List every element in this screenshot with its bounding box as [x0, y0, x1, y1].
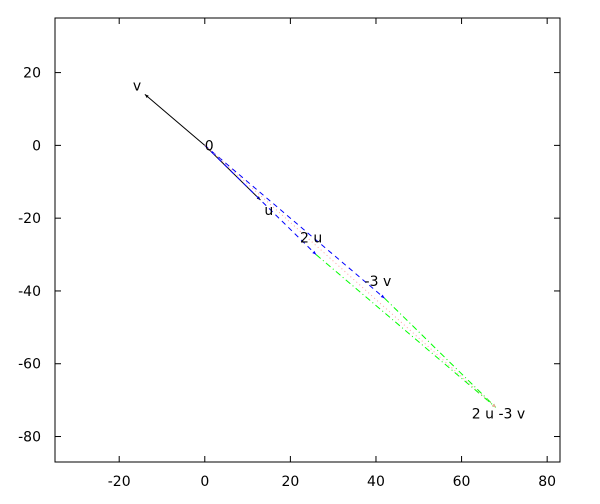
vector-arrowhead [144, 94, 149, 98]
vector-line [144, 94, 206, 146]
point-label: 2 u [300, 231, 322, 247]
plot-frame [54, 17, 561, 463]
x-tick-label: 0 [200, 474, 209, 490]
x-tick-label: 60 [453, 474, 471, 490]
x-tick-label: 20 [281, 474, 299, 490]
y-tick-label: -80 [18, 430, 41, 446]
vector-line [384, 297, 497, 408]
y-tick-label: 0 [32, 138, 41, 154]
y-tick-label: 20 [23, 66, 41, 82]
x-tick-label: 40 [367, 474, 385, 490]
y-tick-label: -60 [18, 357, 41, 373]
vector-arrowhead [312, 250, 317, 255]
x-tick-label: 80 [538, 474, 556, 490]
y-tick-label: -20 [18, 211, 41, 227]
point-label: v [133, 78, 141, 94]
point-label: 0 [205, 138, 214, 154]
vector-arrowhead [492, 403, 496, 408]
point-label: u [264, 203, 273, 219]
point-label: -3 v [365, 274, 392, 290]
y-tick-label: -40 [18, 284, 41, 300]
vector-line [204, 145, 317, 255]
x-tick-label: -20 [108, 474, 131, 490]
vector-arrowhead [380, 294, 385, 299]
vector-line [315, 254, 497, 408]
point-label: 2 u -3 v [472, 406, 525, 422]
vector-line [204, 145, 497, 408]
vector-line [204, 144, 385, 299]
